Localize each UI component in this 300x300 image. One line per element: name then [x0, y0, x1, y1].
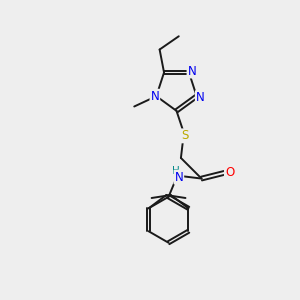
Text: O: O — [225, 166, 234, 179]
Text: N: N — [151, 90, 159, 103]
Text: S: S — [182, 129, 189, 142]
Text: N: N — [175, 171, 183, 184]
Text: N: N — [188, 64, 196, 77]
Text: H: H — [172, 166, 180, 176]
Text: N: N — [196, 91, 205, 104]
